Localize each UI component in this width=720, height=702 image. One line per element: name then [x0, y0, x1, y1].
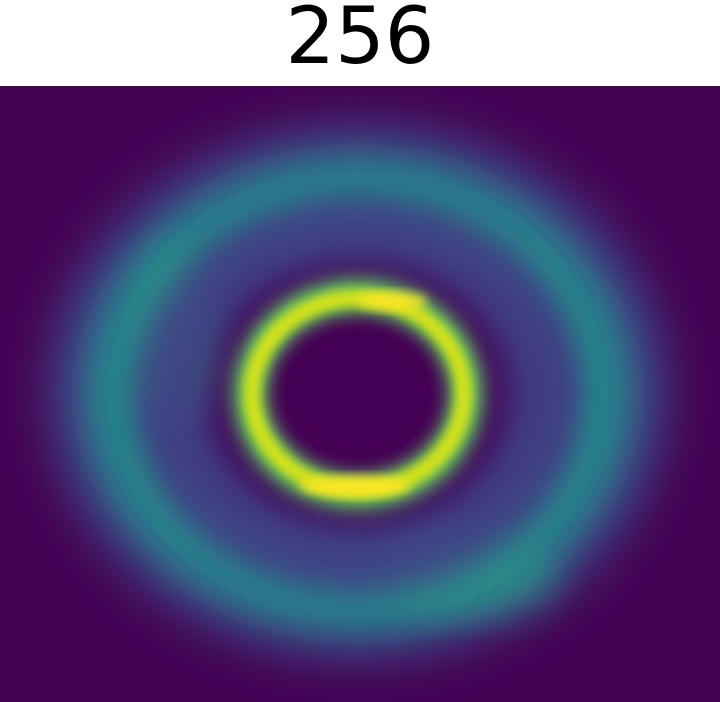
inter-ring-fill: [138, 194, 578, 594]
outer-ring-band: [92, 163, 624, 625]
inner-ring: [233, 279, 483, 509]
inner-ring-peak-bottom: [300, 476, 410, 496]
outer-ring: [53, 129, 663, 655]
chart-title: 256: [285, 0, 435, 82]
inner-ring-peak-top: [357, 292, 427, 310]
center-void: [288, 332, 428, 456]
heatmap-plot: [0, 86, 720, 702]
